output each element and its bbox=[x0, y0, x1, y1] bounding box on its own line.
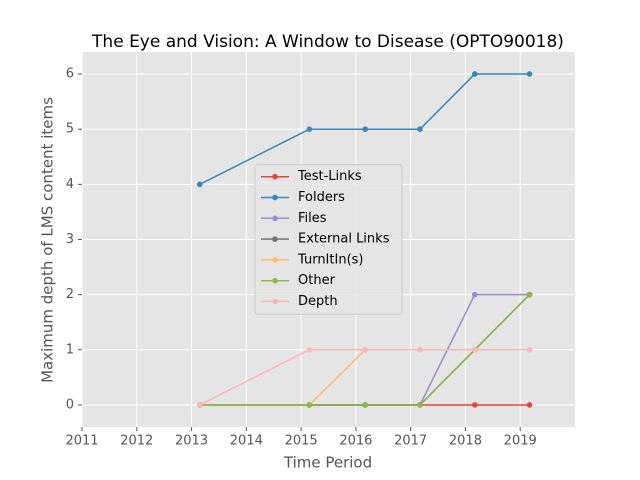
marker bbox=[362, 346, 369, 353]
y-tick-label: 0 bbox=[66, 397, 74, 412]
x-tick-label: 2011 bbox=[65, 434, 98, 449]
x-tick-label: 2018 bbox=[449, 434, 482, 449]
legend-label: Depth bbox=[298, 294, 338, 309]
legend-box bbox=[254, 164, 403, 315]
marker bbox=[306, 126, 313, 133]
marker bbox=[417, 126, 423, 133]
legend-label: Other bbox=[298, 273, 336, 288]
x-tick-label: 2012 bbox=[120, 434, 153, 449]
line bbox=[199, 73, 530, 186]
x-tick-label: 2017 bbox=[394, 434, 427, 449]
legend-swatch-marker bbox=[272, 277, 278, 284]
y-tick-label: 1 bbox=[66, 342, 74, 357]
x-tick-label: 2019 bbox=[504, 434, 537, 449]
legend-swatch-marker bbox=[272, 257, 278, 263]
marker bbox=[526, 71, 533, 77]
marker bbox=[196, 402, 203, 408]
y-tick-label: 5 bbox=[66, 122, 74, 137]
y-tick-label: 3 bbox=[66, 232, 74, 247]
x-tick-label: 2015 bbox=[285, 434, 318, 449]
legend-label: Test-Links bbox=[297, 169, 362, 184]
legend-label: TurnItIn(s) bbox=[297, 252, 363, 267]
marker bbox=[471, 402, 478, 408]
legend-swatch-marker bbox=[272, 236, 278, 242]
x-tick-label: 2013 bbox=[175, 434, 208, 449]
y-tick-label: 6 bbox=[66, 67, 74, 82]
marker bbox=[417, 346, 423, 353]
legend-label: Files bbox=[298, 211, 327, 226]
legend-label: External Links bbox=[298, 232, 390, 247]
legend-swatch-marker bbox=[272, 215, 278, 222]
chart-title: The Eye and Vision: A Window to Disease … bbox=[91, 32, 564, 52]
legend-label: Folders bbox=[298, 190, 345, 205]
x-axis-label: Time Period bbox=[283, 454, 372, 472]
y-tick-label: 2 bbox=[66, 287, 74, 302]
marker bbox=[417, 402, 423, 408]
legend-swatch-marker bbox=[272, 173, 278, 180]
marker bbox=[196, 181, 203, 188]
x-tick-label: 2014 bbox=[230, 434, 263, 449]
marker bbox=[526, 346, 533, 353]
marker bbox=[362, 126, 369, 133]
legend-swatch-marker bbox=[272, 194, 278, 201]
marker bbox=[306, 346, 313, 353]
marker bbox=[362, 402, 369, 408]
legend-swatch-marker bbox=[272, 298, 278, 305]
marker bbox=[526, 291, 533, 298]
marker bbox=[306, 402, 313, 408]
y-axis-label: Maximum depth of LMS content items bbox=[39, 97, 57, 383]
marker bbox=[526, 402, 533, 408]
marker bbox=[471, 291, 478, 298]
marker bbox=[471, 71, 478, 77]
line bbox=[199, 294, 531, 406]
x-tick-label: 2016 bbox=[339, 434, 372, 449]
marker bbox=[471, 346, 478, 353]
y-tick-label: 4 bbox=[66, 177, 74, 192]
line bbox=[199, 349, 530, 406]
